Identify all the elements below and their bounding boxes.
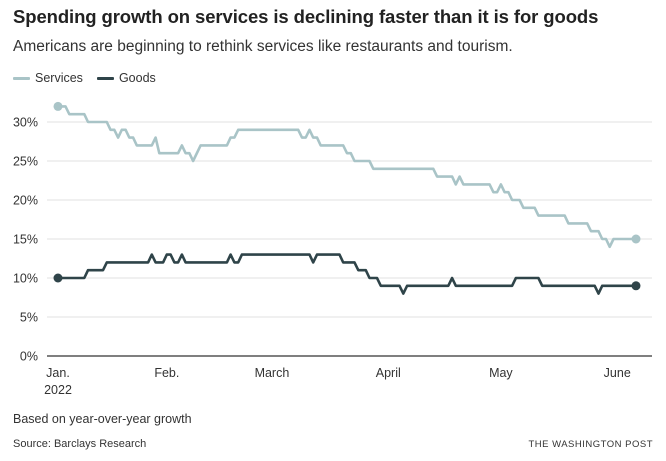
- line-chart: 0% 5% 10% 15% 20% 25% 30% Jan. 2022 Feb. March Apr…: [13, 101, 652, 397]
- y-tick-label: 10%: [13, 272, 38, 286]
- y-axis: 0% 5% 10% 15% 20% 25% 30%: [13, 116, 38, 364]
- x-tick-sublabel: 2022: [44, 383, 72, 397]
- legend-label-services: Services: [35, 71, 83, 85]
- y-tick-label: 5%: [20, 311, 38, 325]
- series-line-services: [56, 105, 638, 249]
- x-tick-label: April: [376, 366, 401, 380]
- series-start-point-services: [53, 101, 63, 111]
- y-tick-label: 0%: [20, 350, 38, 364]
- series-lines: [53, 101, 641, 295]
- publisher-credit: THE WASHINGTON POST: [528, 439, 653, 450]
- y-tick-label: 30%: [13, 116, 38, 130]
- x-tick-label: June: [604, 366, 631, 380]
- x-tick-label: Jan.: [46, 366, 70, 380]
- legend-item-goods: Goods: [96, 71, 156, 85]
- series-end-point-goods: [631, 281, 641, 291]
- legend-swatch-goods: [96, 76, 114, 80]
- y-tick-label: 25%: [13, 155, 38, 169]
- x-tick-label: March: [255, 366, 290, 380]
- legend-label-goods: Goods: [118, 71, 156, 85]
- chart-legend: Services Goods: [13, 69, 170, 87]
- y-tick-label: 15%: [13, 233, 38, 247]
- gridlines: [47, 121, 652, 357]
- legend-item-services: Services: [13, 71, 83, 85]
- x-axis: Jan. 2022 Feb. March April May June: [44, 366, 631, 397]
- series-end-point-services: [631, 234, 641, 244]
- chart-title: Spending growth on services is declining…: [13, 6, 599, 27]
- x-tick-label: May: [489, 366, 513, 380]
- series-start-point-goods: [53, 273, 63, 283]
- series-line-goods: [56, 253, 638, 295]
- x-tick-label: Feb.: [154, 366, 179, 380]
- y-tick-label: 20%: [13, 194, 38, 208]
- legend-swatch-services: [13, 76, 30, 80]
- chart-source: Source: Barclays Research: [13, 438, 147, 450]
- chart-note: Based on year-over-year growth: [13, 412, 192, 426]
- chart-subtitle: Americans are beginning to rethink servi…: [13, 38, 513, 55]
